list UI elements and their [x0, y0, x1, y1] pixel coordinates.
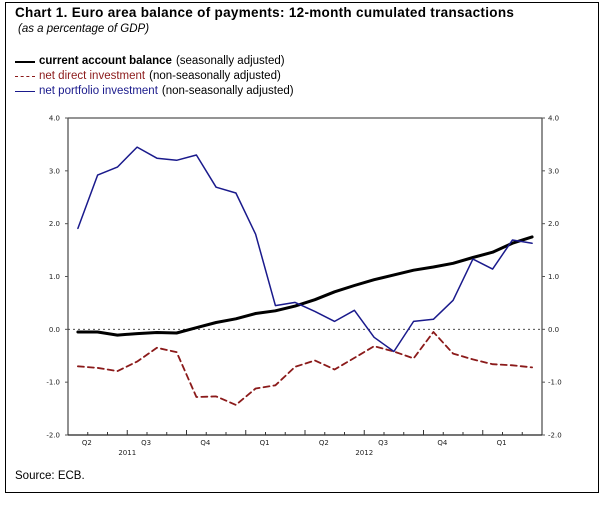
y-tick-label-left: -1.0	[46, 379, 60, 387]
y-tick-label-right: 3.0	[548, 167, 559, 175]
legend-label-net-portfolio: net portfolio investment	[39, 85, 158, 97]
x-quarter-label: Q3	[378, 439, 388, 447]
legend-note-current-account: (seasonally adjusted)	[175, 55, 285, 67]
y-tick-label-right: 1.0	[548, 273, 559, 281]
x-quarter-label: Q2	[319, 439, 329, 447]
source-note: Source: ECB.	[15, 470, 85, 482]
legend-item-net-direct: net direct investment (non-seasonally ad…	[15, 69, 294, 84]
x-year-label: 2012	[355, 449, 373, 457]
series-line-net-direct	[77, 331, 533, 406]
y-tick-label-left: 2.0	[49, 220, 60, 228]
y-tick-label-right: 2.0	[548, 220, 559, 228]
y-tick-label-right: 0.0	[548, 326, 559, 334]
legend-swatch-net-portfolio	[15, 91, 35, 92]
y-tick-label-left: 4.0	[49, 115, 60, 123]
x-quarter-label: Q1	[497, 439, 507, 447]
y-tick-label-right: -1.0	[548, 379, 562, 387]
legend-note-net-direct: (non-seasonally adjusted)	[149, 70, 281, 82]
legend-label-current-account: current account balance	[39, 55, 172, 67]
series-line-current-account	[76, 235, 534, 337]
legend-item-current-account: current account balance (seasonally adju…	[15, 54, 294, 69]
x-quarter-label: Q4	[437, 439, 448, 447]
x-quarter-label: Q1	[260, 439, 270, 447]
x-quarter-label: Q3	[141, 439, 151, 447]
legend: current account balance (seasonally adju…	[15, 54, 294, 99]
x-quarter-label: Q2	[82, 439, 92, 447]
y-tick-label-left: 3.0	[49, 167, 60, 175]
legend-swatch-net-direct	[15, 76, 35, 77]
legend-note-net-portfolio: (non-seasonally adjusted)	[161, 85, 294, 97]
y-tick-label-left: -2.0	[46, 432, 60, 440]
legend-swatch-current-account	[15, 60, 35, 63]
x-quarter-label: Q4	[200, 439, 211, 447]
series-line-net-portfolio	[77, 146, 533, 353]
chart-subtitle: (as a percentage of GDP)	[18, 23, 150, 35]
y-tick-label-right: -2.0	[548, 432, 562, 440]
x-year-label: 2011	[118, 449, 136, 457]
y-tick-label-left: 1.0	[49, 273, 60, 281]
chart-frame	[5, 2, 599, 493]
y-tick-label-right: 4.0	[548, 115, 559, 123]
chart-title: Chart 1. Euro area balance of payments: …	[15, 5, 515, 20]
y-tick-label-left: 0.0	[49, 326, 60, 334]
legend-label-net-direct: net direct investment	[39, 70, 146, 82]
legend-item-net-portfolio: net portfolio investment (non-seasonally…	[15, 84, 294, 99]
